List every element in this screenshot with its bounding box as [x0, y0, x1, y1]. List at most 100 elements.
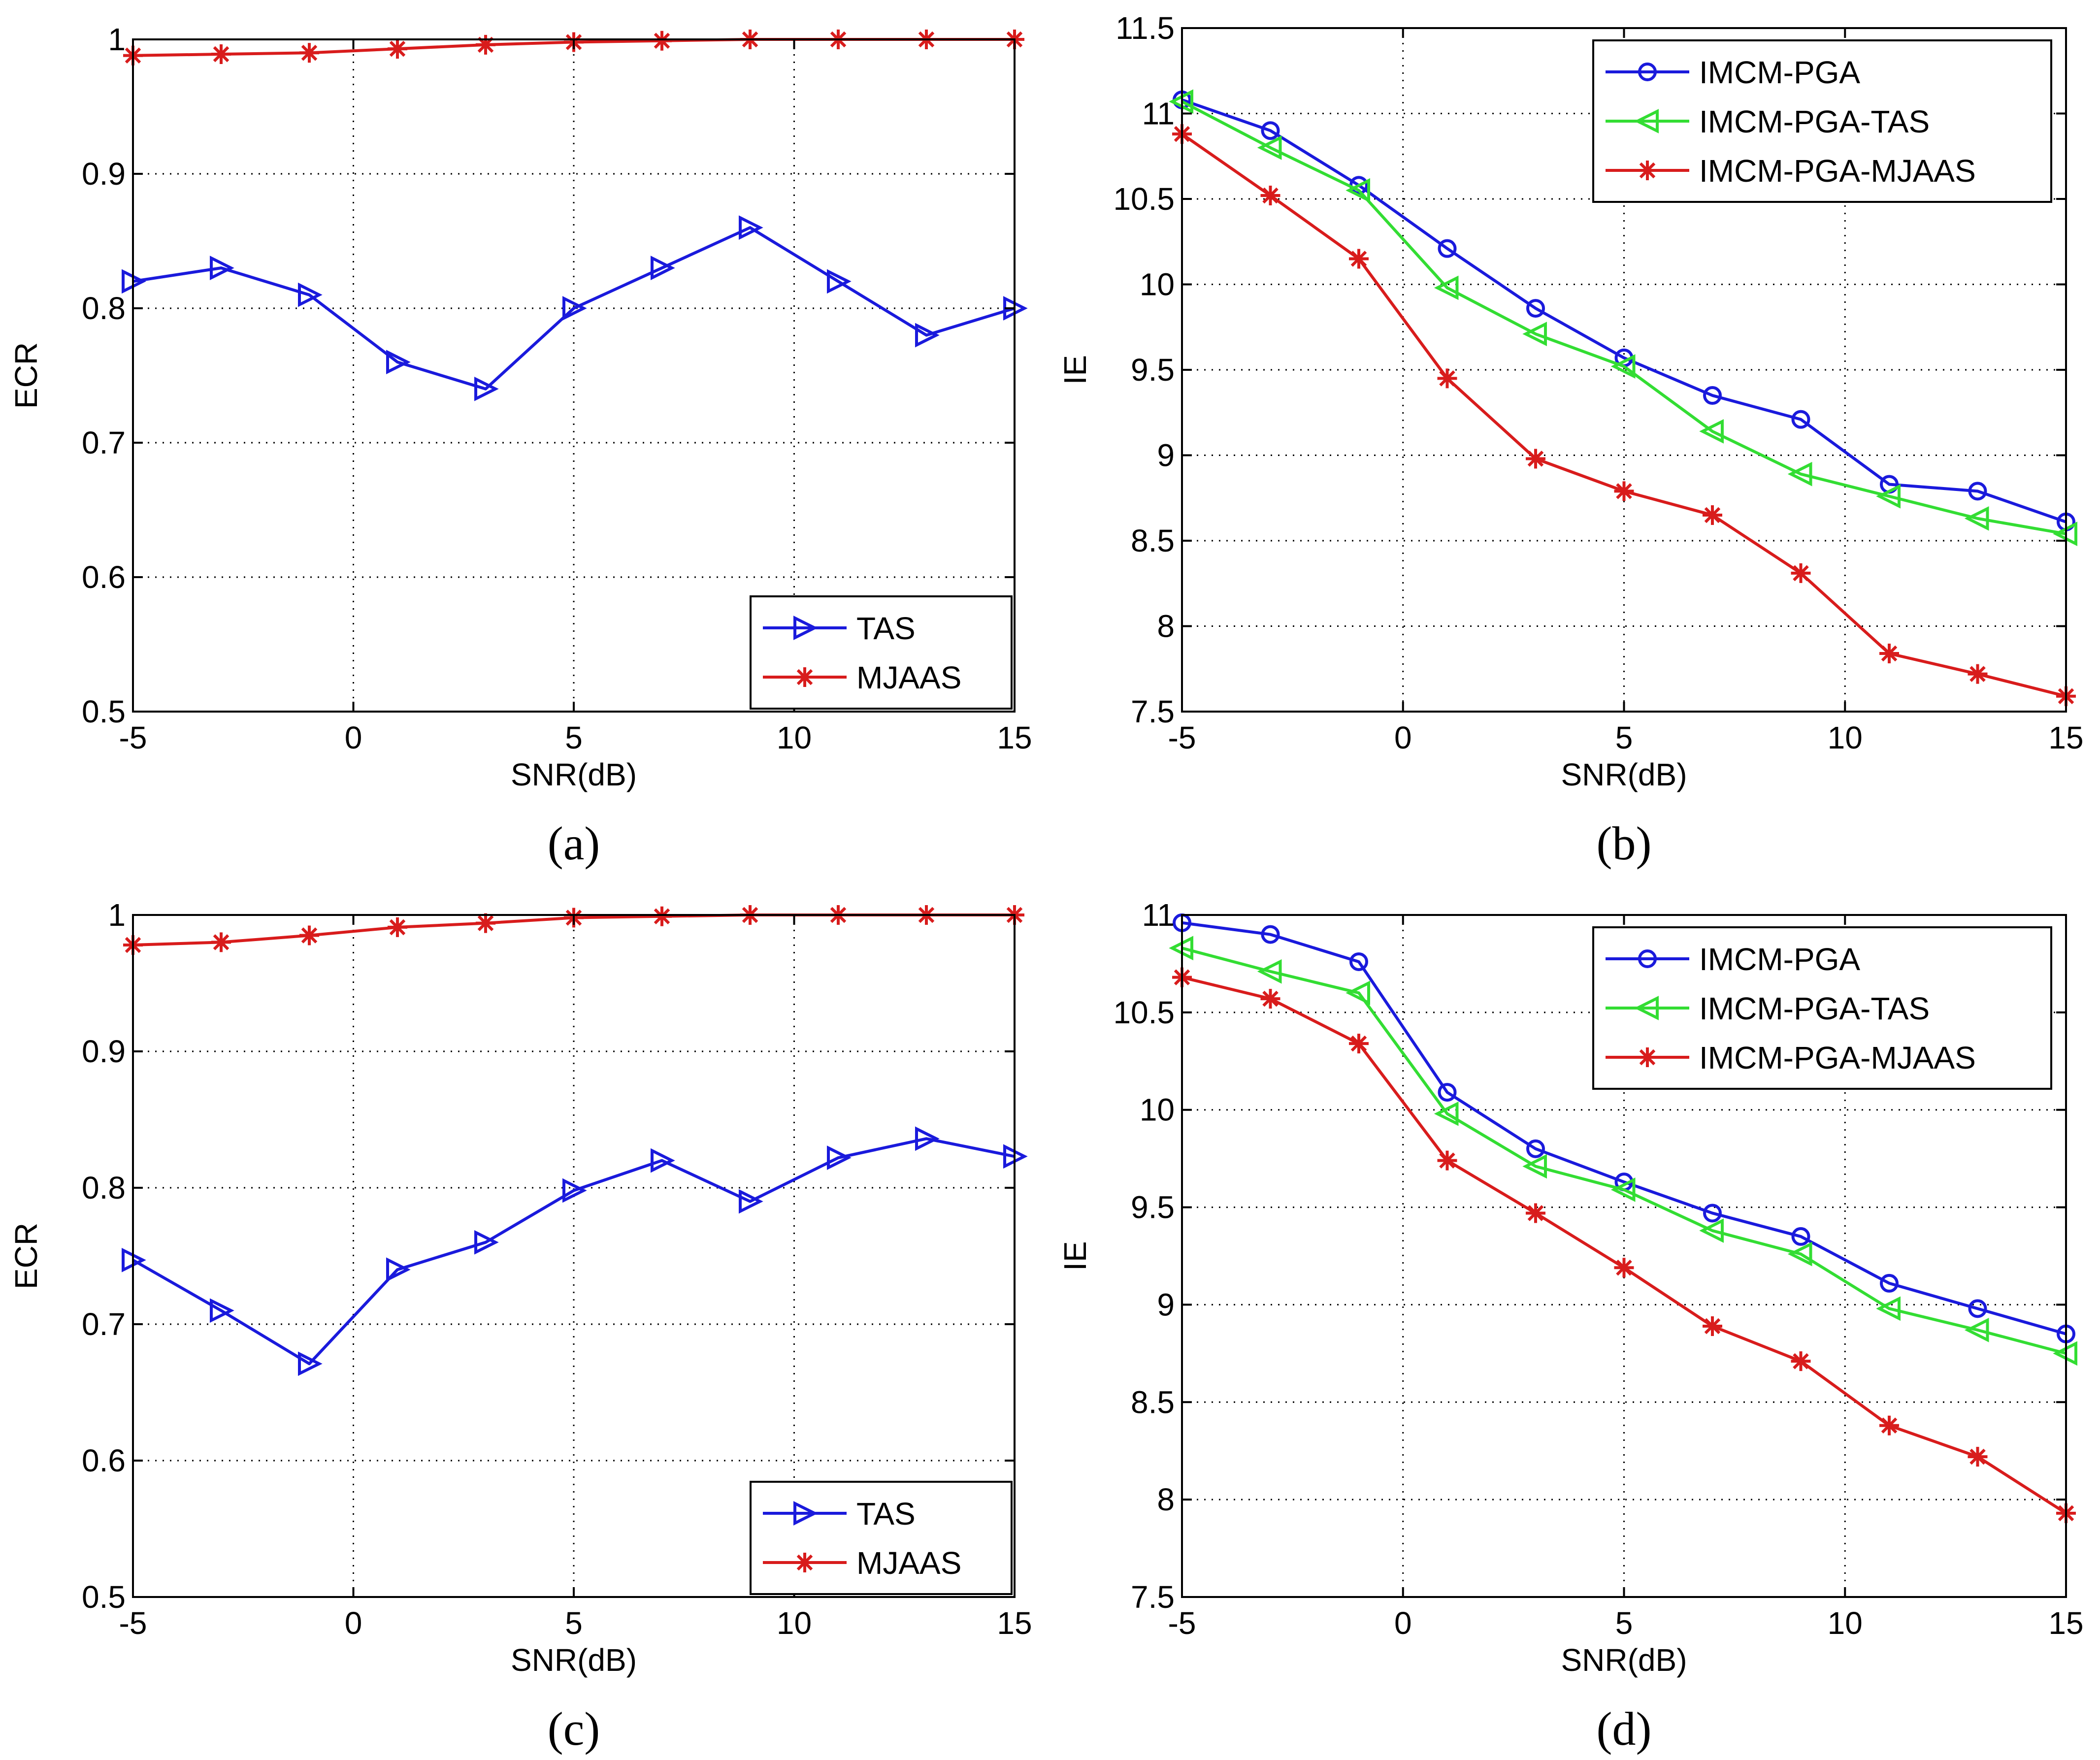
y-tick-label: 0.9 — [82, 1034, 126, 1069]
data-point-imcm-pga-mjaas — [1879, 644, 1899, 664]
x-axis-label: SNR(dB) — [511, 757, 637, 792]
data-point-imcm-pga-mjaas — [1437, 368, 1457, 389]
y-tick-label: 10 — [1140, 267, 1175, 302]
y-tick-label: 9 — [1157, 1287, 1175, 1322]
y-tick-label: 0.8 — [82, 1170, 126, 1206]
x-axis-label: SNR(dB) — [1561, 757, 1687, 792]
legend-label: IMCM-PGA-MJAAS — [1699, 1040, 1976, 1076]
data-point-mjaas — [388, 39, 407, 59]
figure-caption: (c) — [548, 1702, 600, 1755]
x-tick-label: -5 — [119, 720, 147, 755]
x-tick-label: 0 — [1394, 720, 1412, 755]
data-point-imcm-pga — [1880, 1273, 1899, 1293]
series-line-tas — [132, 1137, 1015, 1366]
legend: TAS MJAAS — [750, 1481, 1013, 1595]
x-tick-label: 0 — [1394, 1605, 1412, 1641]
legend-marker — [795, 1553, 815, 1572]
y-tick-label: 0.5 — [82, 694, 126, 729]
x-tick-label: 15 — [2048, 1605, 2083, 1641]
x-tick-label: 15 — [2048, 720, 2083, 755]
series-line-imcm-pga — [1181, 921, 2067, 1336]
data-point-imcm-pga-mjaas — [1703, 1316, 1722, 1336]
data-point-tas — [915, 323, 940, 348]
data-point-imcm-pga-tas — [1699, 419, 1724, 444]
legend-marker — [1638, 63, 1657, 81]
data-point-mjaas — [476, 34, 495, 55]
data-point-imcm-pga-mjaas — [1968, 1447, 1988, 1467]
data-point-mjaas — [299, 925, 319, 945]
y-tick-label: 0.5 — [82, 1579, 126, 1615]
x-tick-label: -5 — [119, 1605, 147, 1641]
data-point-imcm-pga — [1261, 925, 1280, 944]
x-tick-label: 10 — [1828, 720, 1863, 755]
figure-caption: (b) — [1597, 817, 1652, 870]
legend-marker — [793, 1501, 818, 1526]
data-point-mjaas — [211, 44, 231, 65]
x-tick-label: 5 — [1615, 1605, 1633, 1641]
legend-label: IMCM-PGA-TAS — [1699, 104, 1930, 139]
data-point-imcm-pga-tas — [1522, 1154, 1547, 1179]
data-point-tas — [210, 1298, 234, 1323]
data-point-imcm-pga-mjaas — [1968, 664, 1988, 684]
y-tick-label: 0.7 — [82, 1306, 126, 1342]
data-point-imcm-pga-tas — [1699, 1218, 1724, 1243]
y-tick-label: 9.5 — [1131, 1190, 1175, 1225]
data-point-imcm-pga-tas — [1787, 1241, 1812, 1267]
legend-marker — [1634, 109, 1659, 133]
x-axis-label: SNR(dB) — [511, 1642, 637, 1678]
y-axis-label: ECR — [8, 342, 44, 409]
data-point-imcm-pga-tas — [1610, 1177, 1636, 1202]
data-point-imcm-pga-mjaas — [1703, 505, 1722, 525]
data-point-imcm-pga-mjaas — [1879, 1415, 1899, 1435]
y-tick-label: 9.5 — [1131, 352, 1175, 388]
data-point-mjaas — [388, 917, 407, 937]
y-tick-label: 8.5 — [1131, 523, 1175, 558]
data-point-imcm-pga-tas — [1257, 135, 1282, 160]
legend-marker — [1634, 996, 1659, 1020]
data-point-imcm-pga-mjaas — [1349, 249, 1369, 269]
data-point-tas — [386, 350, 411, 375]
y-axis-label: IE — [1057, 355, 1093, 385]
data-point-tas — [915, 1126, 940, 1151]
legend-marker — [793, 616, 818, 640]
data-point-imcm-pga-tas — [1964, 506, 1989, 531]
y-tick-label: 10.5 — [1113, 995, 1175, 1030]
y-axis-label: IE — [1057, 1241, 1093, 1271]
data-point-imcm-pga — [1968, 1299, 1987, 1318]
x-tick-label: 15 — [997, 1605, 1032, 1641]
data-point-imcm-pga-mjaas — [1437, 1150, 1457, 1171]
y-tick-label: 0.9 — [82, 156, 126, 192]
data-point-imcm-pga — [1791, 1227, 1810, 1246]
data-point-imcm-pga — [1968, 482, 1987, 501]
y-tick-label: 0.8 — [82, 291, 126, 326]
data-point-tas — [562, 296, 587, 321]
data-point-imcm-pga-tas — [1787, 461, 1812, 487]
legend-box — [750, 595, 1013, 710]
data-point-imcm-pga-tas — [1434, 1101, 1459, 1126]
legend: TAS MJAAS — [750, 595, 1013, 710]
data-point-imcm-pga — [1703, 1204, 1722, 1223]
data-point-imcm-pga-tas — [1876, 484, 1901, 509]
chart-panel-c: -5 0 5 10 15 0.5 0.6 0.7 0.8 0.9 1 SNR(dB) ECR (c) TAS… — [8, 897, 1032, 1755]
data-point-imcm-pga-tas — [1876, 1296, 1901, 1321]
data-point-tas — [827, 269, 852, 294]
data-point-tas — [386, 1257, 411, 1282]
y-tick-label: 7.5 — [1131, 694, 1175, 729]
x-tick-label: 10 — [777, 1605, 812, 1641]
legend-box — [750, 1481, 1013, 1595]
data-point-imcm-pga-mjaas — [1526, 449, 1545, 469]
series-line-imcm-pga — [1181, 98, 2067, 523]
x-tick-label: 0 — [345, 720, 362, 755]
legend-marker — [1638, 161, 1657, 180]
y-tick-label: 1 — [108, 897, 126, 933]
data-point-imcm-pga-tas — [1345, 178, 1370, 203]
figure-caption: (d) — [1597, 1702, 1652, 1755]
data-point-imcm-pga-mjaas — [1526, 1203, 1545, 1223]
y-tick-label: 7.5 — [1131, 1579, 1175, 1615]
x-tick-label: 15 — [997, 720, 1032, 755]
data-point-tas — [739, 1189, 763, 1214]
data-point-tas — [651, 256, 675, 280]
x-tick-label: -5 — [1168, 1605, 1196, 1641]
data-point-tas — [298, 282, 323, 307]
